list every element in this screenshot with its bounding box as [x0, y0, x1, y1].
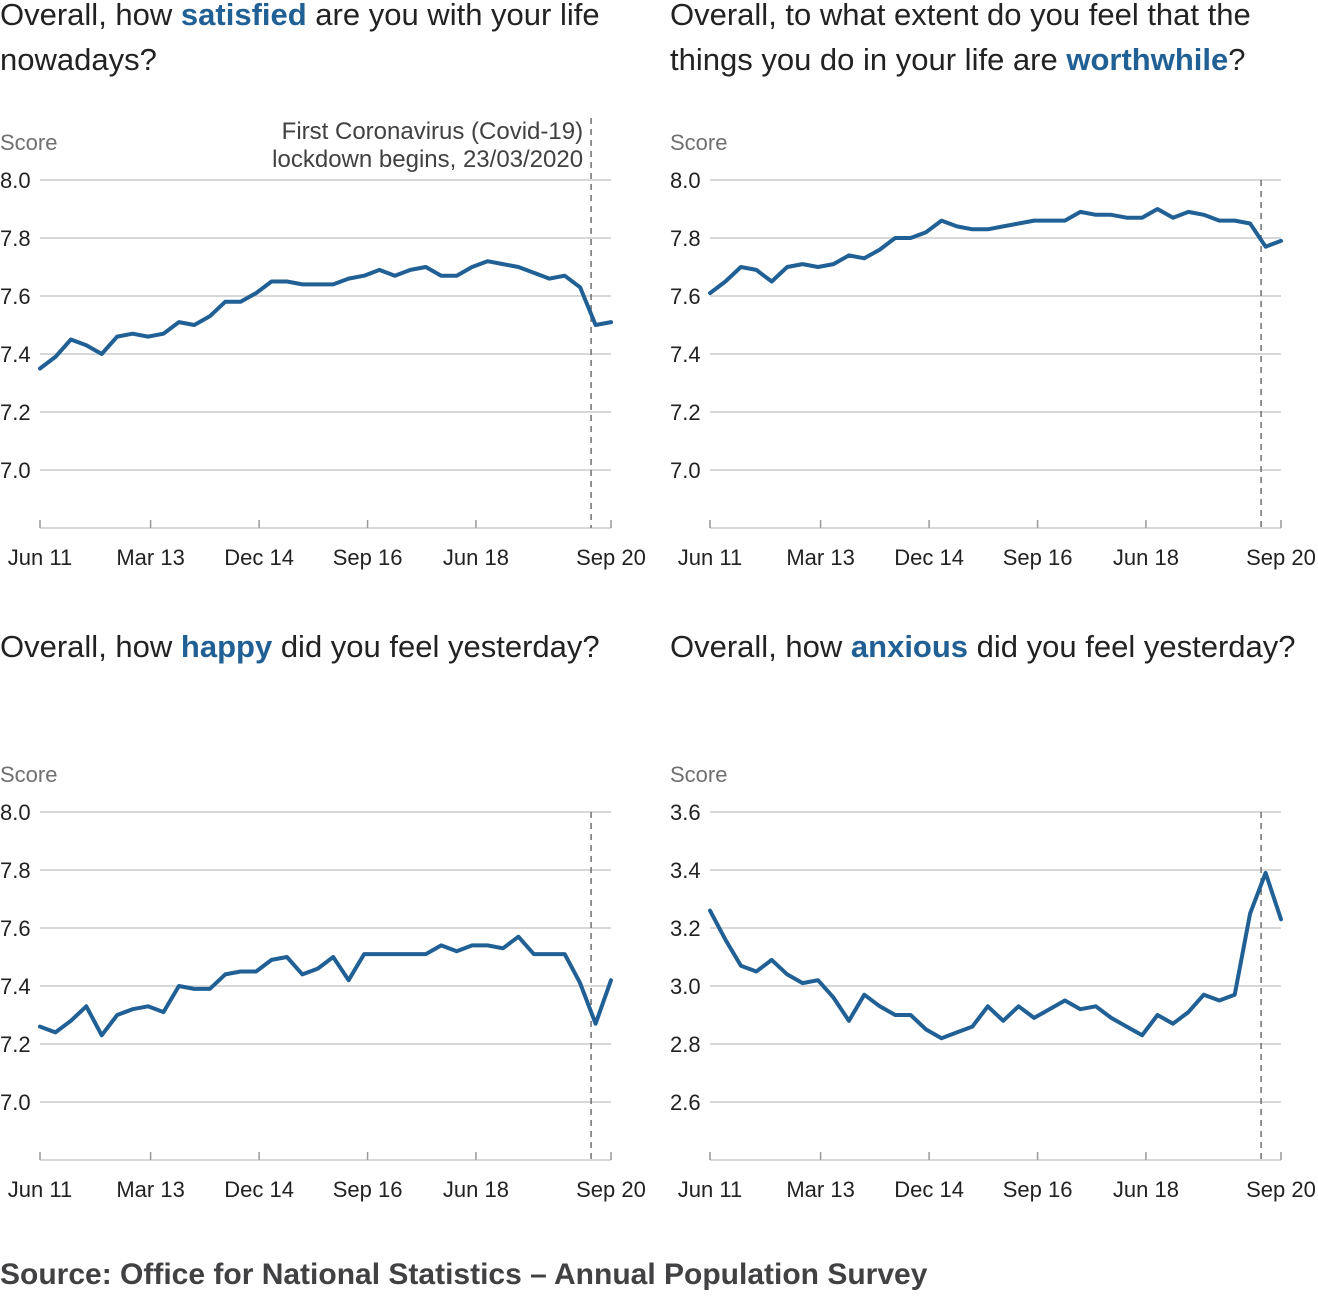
y-tick-label: 7.2	[670, 400, 701, 425]
y-tick-label: 8.0	[0, 168, 31, 193]
y-tick-label: 2.6	[670, 1090, 701, 1115]
y-tick-label: 7.8	[0, 226, 31, 251]
x-tick-label: Sep 16	[1003, 545, 1073, 570]
annotation-label: lockdown begins, 23/03/2020	[272, 146, 583, 173]
y-axis-label: Score	[0, 762, 57, 787]
chart-title: Overall, how satisfied are you with your…	[0, 0, 648, 82]
title-text: ?	[1228, 42, 1246, 77]
y-axis-label: Score	[0, 130, 57, 155]
title-text: are you with your life nowadays?	[0, 0, 600, 77]
y-tick-label: 7.4	[0, 974, 31, 999]
x-tick-label: Mar 13	[116, 1177, 184, 1202]
y-tick-label: 7.6	[0, 916, 31, 941]
chart-panel-happy: Overall, how happy did you feel yesterda…	[0, 629, 660, 1252]
title-text: Overall, to what extent do you feel that…	[670, 0, 1251, 77]
y-axis-label: Score	[670, 130, 727, 155]
x-tick-label: Sep 20	[576, 545, 646, 570]
chart-panel-satisfied: Overall, how satisfied are you with your…	[0, 0, 660, 620]
line-chart-anxious: Score 3.6 3.4 3.2 3.0 2.8 2.6 Jun 11 Mar 13 Dec 1…	[670, 762, 1316, 1202]
series-line	[38, 259, 613, 371]
y-tick-label: 3.6	[670, 800, 701, 825]
x-tick-label: Dec 14	[224, 545, 294, 570]
y-tick-label: 7.2	[0, 400, 31, 425]
x-tick-label: Sep 16	[1003, 1177, 1073, 1202]
title-text: Overall, how	[0, 629, 181, 664]
series-line	[708, 207, 1283, 296]
title-highlight: satisfied	[180, 0, 307, 32]
x-tick-label: Sep 20	[1246, 545, 1316, 570]
line-chart-satisfied: Score 8.0 7.8 7.6 7.4 7.2 7.0 Jun 11 Mar 13 Dec 1…	[0, 118, 646, 570]
line-chart-worthwhile: Score 8.0 7.8 7.6 7.4 7.2 7.0 Jun 11 Mar 13 Dec 1…	[670, 130, 1316, 570]
y-tick-label: 8.0	[670, 168, 701, 193]
chart-title: Overall, how happy did you feel yesterda…	[0, 624, 648, 669]
y-tick-label: 7.8	[0, 858, 31, 883]
x-tick-label: Mar 13	[116, 545, 184, 570]
y-tick-label: 7.2	[0, 1032, 31, 1057]
x-tick-label: Sep 20	[576, 1177, 646, 1202]
x-tick-label: Jun 18	[1113, 1177, 1179, 1202]
y-tick-label: 7.0	[0, 1090, 31, 1115]
x-tick-label: Mar 13	[786, 545, 854, 570]
y-tick-label: 3.2	[670, 916, 701, 941]
y-tick-label: 3.0	[670, 974, 701, 999]
y-tick-label: 7.4	[0, 342, 31, 367]
y-tick-label: 7.0	[670, 458, 701, 483]
source-note: Source: Office for National Statistics –…	[0, 1258, 928, 1291]
title-text: Overall, how	[670, 629, 851, 664]
x-tick-label: Sep 16	[333, 545, 403, 570]
y-tick-label: 8.0	[0, 800, 31, 825]
x-tick-label: Sep 16	[333, 1177, 403, 1202]
x-tick-label: Jun 18	[443, 545, 509, 570]
y-tick-label: 7.0	[0, 458, 31, 483]
series-line	[708, 870, 1283, 1041]
y-tick-label: 7.8	[670, 226, 701, 251]
line-chart-happy: Score 8.0 7.8 7.6 7.4 7.2 7.0 Jun 11 Mar 13 Dec 1…	[0, 762, 646, 1202]
y-tick-label: 2.8	[670, 1032, 701, 1057]
y-axis-label: Score	[670, 762, 727, 787]
title-text: did you feel yesterday?	[968, 629, 1296, 664]
title-highlight: happy	[180, 629, 273, 664]
title-highlight: anxious	[850, 629, 969, 664]
x-tick-label: Dec 14	[894, 545, 964, 570]
chart-panel-anxious: Overall, how anxious did you feel yester…	[670, 629, 1318, 1252]
chart-title: Overall, how anxious did you feel yester…	[670, 624, 1318, 669]
x-tick-label: Dec 14	[894, 1177, 964, 1202]
title-highlight: worthwhile	[1066, 42, 1229, 77]
x-tick-label: Jun 11	[678, 545, 742, 570]
y-tick-label: 3.4	[670, 858, 701, 883]
annotation-label: First Coronavirus (Covid-19)	[282, 118, 583, 145]
x-tick-label: Jun 18	[443, 1177, 509, 1202]
x-tick-label: Sep 20	[1246, 1177, 1316, 1202]
title-text: Overall, how	[0, 0, 181, 32]
x-tick-label: Mar 13	[786, 1177, 854, 1202]
x-tick-label: Jun 11	[678, 1177, 742, 1202]
x-tick-label: Jun 11	[8, 1177, 72, 1202]
y-tick-label: 7.6	[670, 284, 701, 309]
x-tick-label: Jun 18	[1113, 545, 1179, 570]
y-tick-label: 7.4	[670, 342, 701, 367]
chart-title: Overall, to what extent do you feel that…	[670, 0, 1318, 82]
x-tick-label: Dec 14	[224, 1177, 294, 1202]
y-tick-label: 7.6	[0, 284, 31, 309]
series-line	[38, 934, 613, 1038]
x-tick-label: Jun 11	[8, 545, 72, 570]
chart-panel-worthwhile: Overall, to what extent do you feel that…	[670, 0, 1318, 620]
title-text: did you feel yesterday?	[272, 629, 600, 664]
